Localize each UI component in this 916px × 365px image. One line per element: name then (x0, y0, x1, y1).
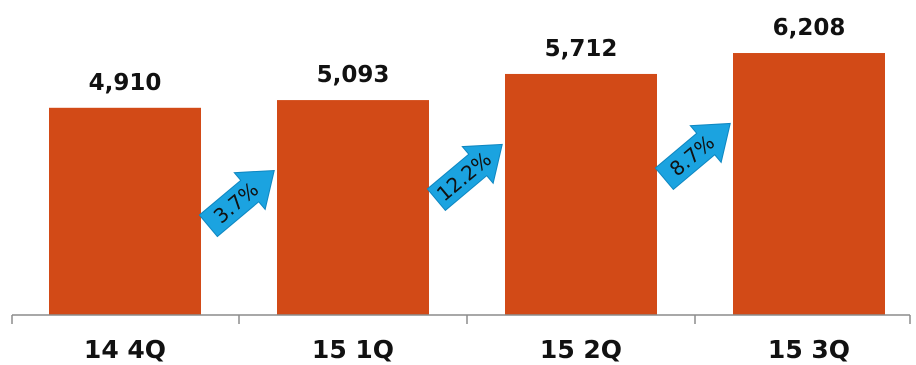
growth-arrow-2: 8.7% (654, 122, 731, 191)
value-label-2: 5,712 (545, 36, 618, 62)
value-label-1: 5,093 (317, 62, 390, 88)
category-label-2: 15 2Q (540, 335, 622, 364)
growth-arrow-1: 12.2% (426, 143, 503, 212)
bar-0 (49, 107, 201, 315)
value-label-3: 6,208 (773, 15, 846, 41)
growth-arrow-0: 3.7% (198, 169, 275, 238)
growth-arrow-shape-0 (198, 169, 275, 238)
category-label-3: 15 3Q (768, 335, 850, 364)
value-label-0: 4,910 (89, 70, 162, 96)
x-axis (11, 314, 911, 324)
category-label-1: 15 1Q (312, 335, 394, 364)
bar-3 (733, 53, 885, 315)
value-labels-group: 4,910 5,093 5,712 6,208 (89, 15, 846, 96)
growth-arrow-shape-2 (654, 122, 731, 191)
growth-arrow-shape-1 (426, 143, 503, 212)
growth-arrows-group: 3.7% 12.2% 8.7% (198, 122, 731, 238)
bar-2 (505, 73, 657, 315)
bar-1 (277, 100, 429, 315)
category-labels-group: 14 4Q 15 1Q 15 2Q 15 3Q (84, 335, 850, 364)
bars-group (49, 53, 885, 315)
category-label-0: 14 4Q (84, 335, 166, 364)
